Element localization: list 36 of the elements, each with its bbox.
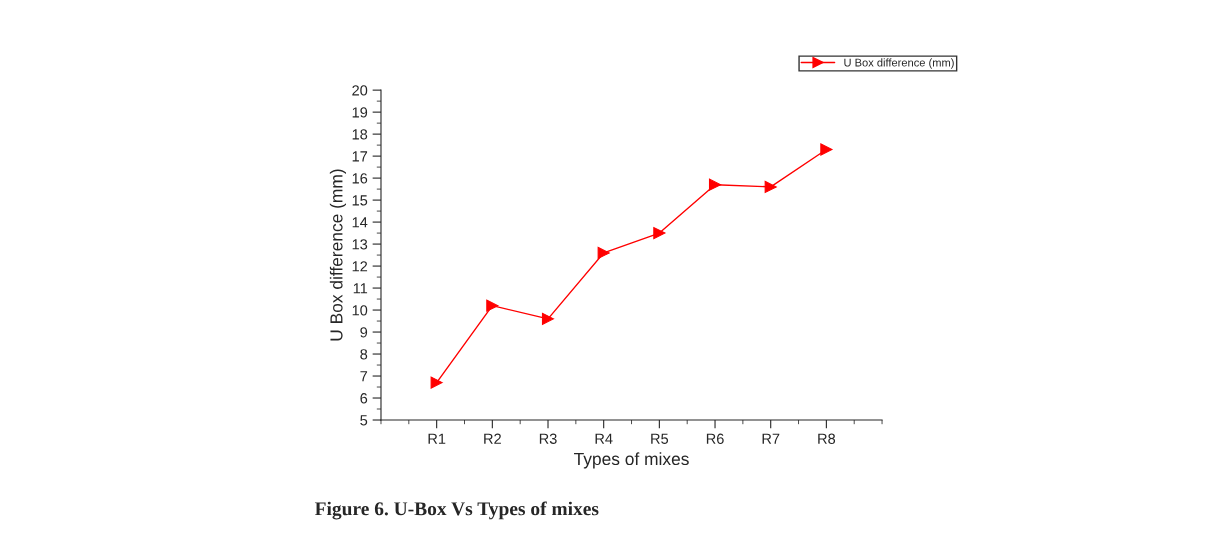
y-tick-label: 5 — [360, 415, 368, 426]
y-axis-title: U Box difference (mm) — [329, 169, 347, 341]
y-tick-label: 8 — [360, 349, 368, 360]
x-axis-title: Types of mixes — [574, 452, 689, 469]
y-tick-label: 18 — [352, 129, 368, 140]
point — [597, 246, 610, 259]
x-tick-label: R8 — [818, 433, 836, 444]
y-tick-label: 6 — [360, 393, 368, 404]
y-tick-label: 20 — [352, 85, 368, 96]
y-tick-label: 17 — [352, 151, 368, 162]
y-tick-label: 14 — [352, 217, 368, 228]
y-tick-label: 10 — [352, 305, 368, 316]
x-tick-label: R5 — [651, 433, 669, 444]
y-tick-label: 16 — [352, 173, 368, 184]
point — [708, 178, 722, 191]
point — [820, 143, 833, 156]
x-tick-label: R1 — [428, 433, 446, 444]
x-tick-label: R7 — [762, 433, 780, 444]
caption: Figure 6. U-Box Vs Types of mixes — [314, 501, 599, 520]
y-tick-label: 15 — [352, 195, 368, 206]
point — [486, 299, 499, 312]
point — [653, 227, 666, 240]
y-tick-label: 9 — [360, 327, 368, 338]
point — [764, 180, 777, 193]
y-tick-label: 12 — [352, 261, 368, 272]
x-tick-label: R4 — [595, 433, 613, 444]
y-tick-label: 13 — [352, 239, 368, 250]
point — [430, 376, 443, 389]
point — [541, 312, 555, 325]
x-tick-label: R3 — [539, 433, 557, 444]
x-tick-label: R6 — [706, 433, 724, 444]
legend-label: U Box difference (mm) — [844, 58, 954, 69]
y-tick-label: 11 — [353, 283, 368, 294]
y-tick-label: 19 — [352, 107, 368, 118]
y-tick-label: 7 — [360, 371, 368, 382]
x-tick-label: R2 — [484, 433, 501, 444]
